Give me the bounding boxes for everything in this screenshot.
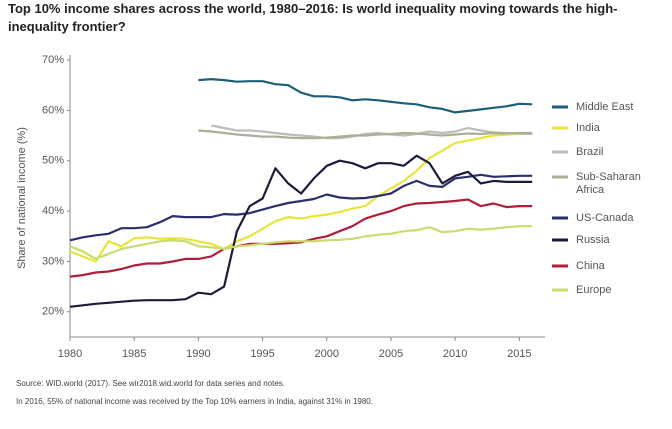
series-line [69,154,533,308]
y-tick-label: 50% [42,155,64,167]
series-line [198,78,533,114]
legend-label: US-Canada [576,212,634,224]
x-tick-label: 1985 [122,348,146,360]
x-tick-label: 1995 [250,348,274,360]
y-tick-label: 60% [42,104,64,116]
legend-label: China [576,260,606,272]
series-line [69,225,533,260]
y-axis-label: Share of national income (%) [16,127,28,269]
y-tick-label: 20% [42,306,64,318]
title-box: Top 10% income shares across the world, … [8,1,618,34]
series-line [69,173,533,242]
series-line [210,124,533,140]
legend-label: Brazil [576,146,604,158]
y-tick-label: 70% [42,54,64,66]
legend-label: Russia [576,234,611,246]
x-tick-label: 2005 [379,348,403,360]
series-line [198,129,533,140]
legend-label: Europe [576,284,611,296]
x-tick-label: 2000 [315,348,339,360]
x-tick-label: 2010 [443,348,467,360]
x-tick-label: 2015 [507,348,531,360]
x-tick-label: 1990 [186,348,210,360]
y-tick-label: 30% [42,255,64,267]
y-tick-label: 40% [42,205,64,217]
x-tick-label: 1980 [58,348,82,360]
legend-label: India [576,122,601,134]
footnote: In 2016, 55% of national income was rece… [16,397,373,406]
legend-label: Sub-Saharan Africa [576,171,641,196]
source-note: Source: WID.world (2017). See wir2018.wi… [16,379,285,388]
series-line [69,132,533,263]
legend-label: Middle East [576,101,633,113]
chart-title: Top 10% income shares across the world, … [8,1,618,34]
